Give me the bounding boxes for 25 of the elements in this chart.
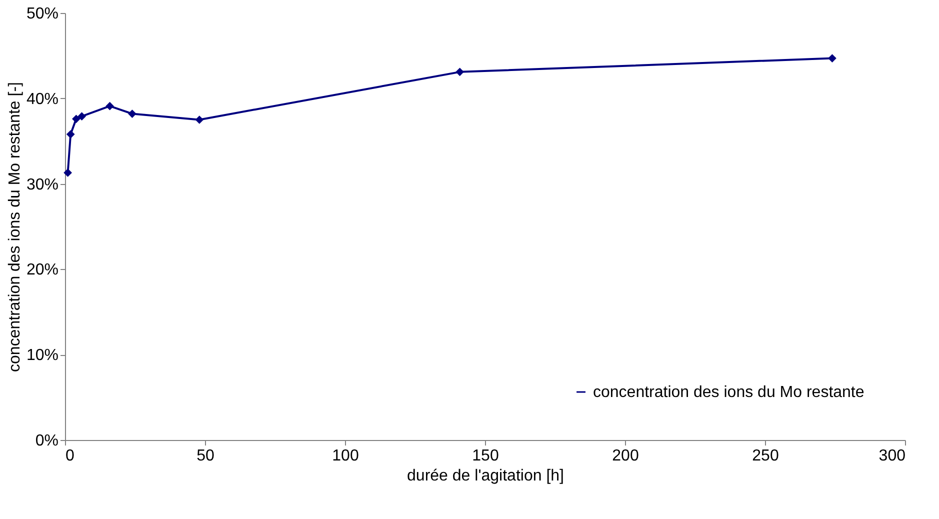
point bbox=[456, 68, 464, 76]
legend-label: concentration des ions du Mo restante bbox=[593, 384, 864, 401]
y-tick-label: 20% bbox=[26, 262, 58, 279]
x-tick-label: 100 bbox=[332, 448, 359, 464]
x-tick-label: 50 bbox=[196, 448, 214, 464]
x-tick-label: 0 bbox=[66, 448, 74, 464]
x-tick-label: 300 bbox=[878, 448, 906, 464]
x-tick-label: 150 bbox=[472, 448, 499, 464]
x-tick-label: 250 bbox=[752, 448, 779, 464]
point bbox=[195, 116, 204, 124]
point bbox=[78, 112, 86, 121]
point bbox=[128, 110, 136, 118]
y-axis-title: concentration des ions du Mo restante [-] bbox=[6, 82, 24, 372]
y-tick-label: 10% bbox=[26, 347, 58, 364]
point bbox=[72, 114, 80, 124]
y-tick-label: 0% bbox=[35, 432, 58, 450]
x-axis-title: durée de l'agitation [h] bbox=[407, 468, 564, 484]
y-tick-label: 40% bbox=[26, 90, 58, 108]
x-tick-label: 200 bbox=[612, 448, 639, 464]
y-tick-label: 50% bbox=[26, 6, 58, 22]
y-tick-label: 30% bbox=[26, 176, 58, 194]
point bbox=[106, 102, 114, 110]
point bbox=[828, 54, 836, 62]
point bbox=[64, 168, 72, 177]
point bbox=[66, 130, 75, 138]
